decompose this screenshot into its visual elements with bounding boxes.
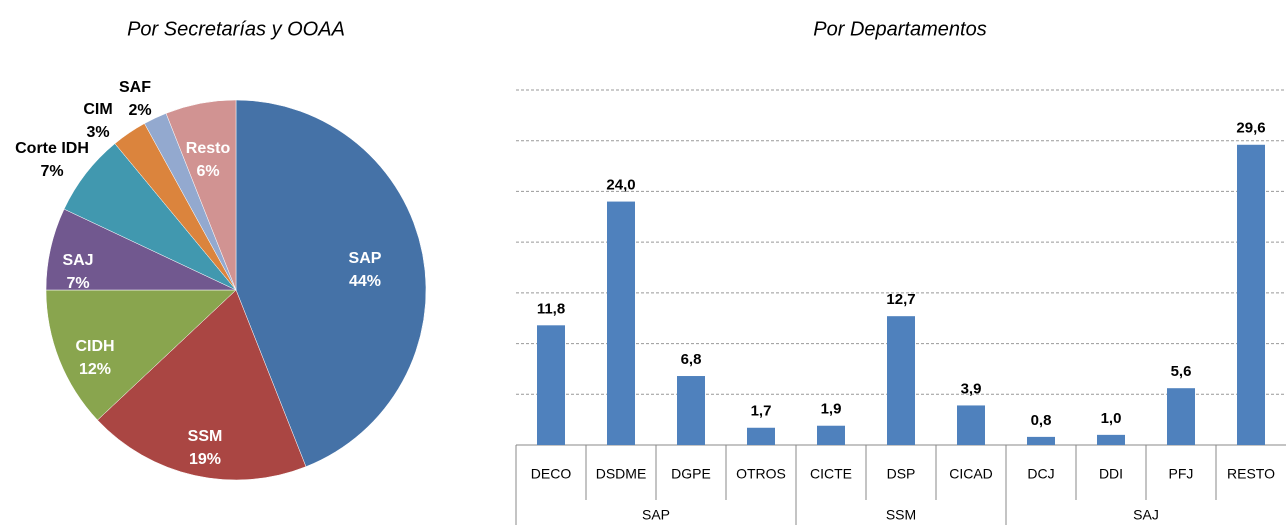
group-label: SAP <box>642 507 670 523</box>
bar <box>1237 144 1265 445</box>
x-tick-label: PFJ <box>1169 466 1194 482</box>
pie-slice <box>165 99 237 291</box>
slice-label: 12% <box>79 361 111 378</box>
value-label: 24,0 <box>606 177 635 194</box>
slice-name: SAP <box>349 250 382 267</box>
slice-name: SSM <box>188 428 223 445</box>
pie-slice <box>235 99 427 467</box>
value-label: 29,6 <box>1236 120 1265 137</box>
group-label: SAJ <box>1133 507 1159 523</box>
bar <box>607 201 635 445</box>
bar <box>1097 434 1125 445</box>
bar <box>957 405 985 445</box>
value-label: 12,7 <box>886 291 915 308</box>
x-tick-label: DECO <box>531 466 572 482</box>
bar-title: Por Departamentos <box>813 18 986 40</box>
slice-label: 6% <box>196 163 219 180</box>
slice-label: 7% <box>40 163 63 180</box>
x-tick-label: DGPE <box>671 466 711 482</box>
value-label: 11,8 <box>537 300 565 317</box>
x-tick-label: OTROS <box>736 466 786 482</box>
x-tick-label: RESTO <box>1227 466 1275 482</box>
slice-name: SAJ <box>62 252 93 269</box>
group-label: SSM <box>886 507 916 523</box>
bar <box>1027 436 1055 445</box>
slice-name: CIM <box>83 101 112 118</box>
value-label: 3,9 <box>961 380 982 397</box>
pie-slice <box>45 289 237 421</box>
value-label: 6,8 <box>681 351 702 368</box>
pie-slice <box>97 289 307 481</box>
slice-name: Resto <box>186 140 231 157</box>
bar <box>887 316 915 445</box>
value-label: 1,7 <box>751 403 772 420</box>
value-label: 1,0 <box>1101 410 1122 427</box>
bar <box>1167 388 1195 445</box>
bar <box>677 376 705 445</box>
slice-label: 3% <box>86 124 109 141</box>
value-label: 1,9 <box>821 401 842 418</box>
x-tick-label: DSDME <box>596 466 647 482</box>
slice-name: SAF <box>119 79 151 96</box>
value-label: 0,8 <box>1031 412 1052 429</box>
x-tick-label: CICTE <box>810 466 852 482</box>
value-label: 5,6 <box>1171 363 1192 380</box>
pie-title: Por Secretarías y OOAA <box>127 18 345 40</box>
x-tick-label: DCJ <box>1027 466 1054 482</box>
slice-label: 2% <box>128 102 151 119</box>
x-tick-label: DSP <box>887 466 916 482</box>
x-tick-label: CICAD <box>949 466 993 482</box>
bar <box>747 427 775 445</box>
bar <box>537 325 565 445</box>
x-tick-label: DDI <box>1099 466 1123 482</box>
slice-name: CIDH <box>75 338 114 355</box>
bar <box>817 425 845 445</box>
slice-label: 44% <box>349 273 381 290</box>
slice-label: 7% <box>66 275 89 292</box>
slice-label: 19% <box>189 451 221 468</box>
slice-name: Corte IDH <box>15 140 89 157</box>
